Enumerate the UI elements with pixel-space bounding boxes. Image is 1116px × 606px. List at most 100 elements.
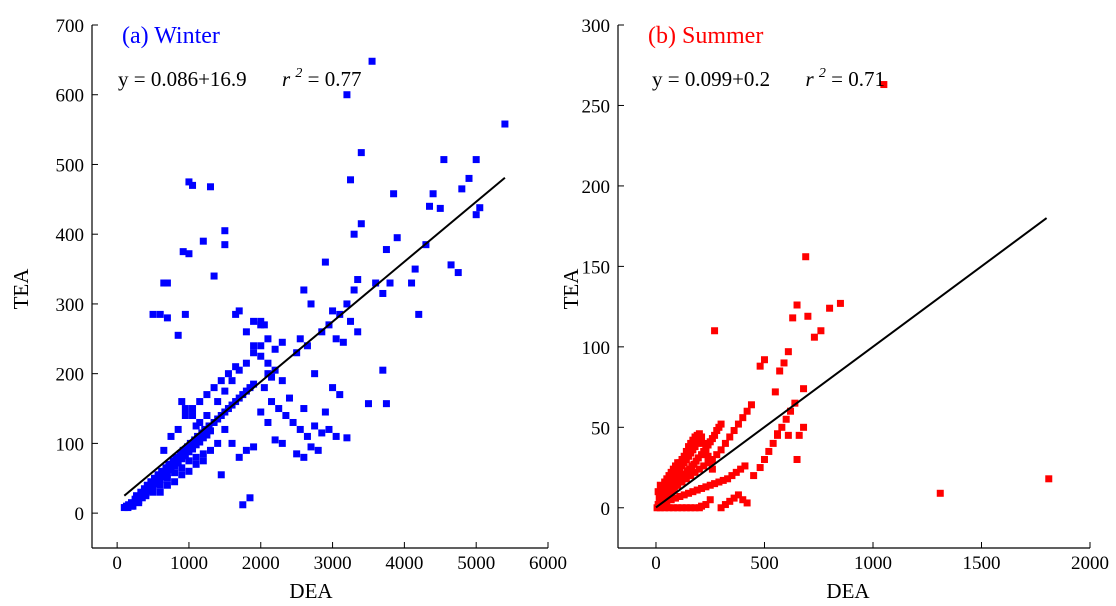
winter-data-point bbox=[379, 366, 387, 374]
summer-r2-symbol: r bbox=[805, 67, 814, 91]
winter-data-point bbox=[250, 380, 258, 388]
winter-data-point bbox=[289, 418, 297, 426]
winter-data-point bbox=[192, 460, 200, 468]
winter-y-tick-label: 300 bbox=[56, 295, 85, 316]
winter-data-point bbox=[350, 230, 358, 238]
summer-data-point bbox=[880, 81, 888, 89]
summer-r2-exponent: 2 bbox=[819, 66, 826, 81]
summer-fit-line bbox=[655, 217, 1048, 509]
summer-data-point bbox=[706, 496, 714, 504]
winter-r2-symbol: r bbox=[282, 67, 291, 91]
winter-data-point bbox=[246, 384, 254, 392]
winter-data-point bbox=[343, 434, 351, 442]
winter-data-point bbox=[285, 394, 293, 402]
winter-data-point bbox=[260, 384, 268, 392]
winter-data-point bbox=[386, 279, 394, 287]
winter-data-point bbox=[127, 502, 135, 510]
winter-data-point bbox=[264, 335, 272, 343]
summer-data-point bbox=[734, 420, 742, 428]
summer-y-tick-label: 250 bbox=[582, 96, 611, 117]
summer-points bbox=[653, 81, 1053, 512]
winter-data-point bbox=[429, 190, 437, 198]
winter-data-point bbox=[194, 432, 202, 440]
winter-data-point bbox=[415, 310, 423, 318]
summer-data-point bbox=[657, 491, 665, 499]
winter-data-point bbox=[171, 462, 179, 470]
summer-data-point bbox=[711, 480, 719, 488]
winter-data-point bbox=[390, 190, 398, 198]
winter-data-point bbox=[436, 204, 444, 212]
summer-data-point bbox=[702, 483, 710, 491]
summer-data-point bbox=[771, 388, 779, 396]
winter-data-point bbox=[210, 384, 218, 392]
winter-data-point bbox=[318, 429, 326, 437]
winter-data-point bbox=[192, 441, 200, 449]
winter-data-point bbox=[447, 261, 455, 269]
summer-data-point bbox=[660, 496, 668, 504]
summer-data-point bbox=[795, 431, 803, 439]
summer-data-point bbox=[728, 472, 736, 480]
summer-data-point bbox=[747, 401, 755, 409]
summer-data-point bbox=[778, 423, 786, 431]
winter-data-point bbox=[178, 464, 186, 472]
winter-data-point bbox=[264, 418, 272, 426]
winter-data-point bbox=[149, 488, 157, 496]
winter-data-point bbox=[257, 352, 265, 360]
winter-data-point bbox=[192, 422, 200, 430]
winter-data-point bbox=[160, 473, 168, 481]
winter-data-point bbox=[149, 483, 157, 491]
summer-data-point bbox=[760, 356, 768, 364]
winter-data-point bbox=[221, 227, 229, 235]
winter-data-point bbox=[476, 204, 484, 212]
winter-data-point bbox=[163, 469, 171, 477]
winter-data-point bbox=[167, 432, 175, 440]
winter-data-point bbox=[307, 300, 315, 308]
winter-data-point bbox=[311, 370, 319, 378]
summer-data-point bbox=[717, 504, 725, 512]
winter-y-ticks: 0 100 200 300 400 500 600 700 bbox=[56, 16, 98, 525]
winter-data-point bbox=[160, 446, 168, 454]
summer-x-tick-label: 0 bbox=[651, 553, 661, 574]
winter-data-point bbox=[350, 286, 358, 294]
summer-data-point bbox=[743, 499, 751, 507]
summer-x-label: DEA bbox=[826, 579, 870, 603]
winter-data-point bbox=[325, 425, 333, 433]
winter-data-point bbox=[368, 57, 376, 65]
summer-data-point bbox=[700, 462, 708, 470]
winter-data-point bbox=[153, 480, 161, 488]
winter-fit-line bbox=[123, 176, 506, 497]
winter-data-point bbox=[145, 487, 153, 495]
winter-data-point bbox=[189, 412, 197, 420]
winter-data-point bbox=[250, 342, 258, 350]
summer-data-point bbox=[780, 359, 788, 367]
summer-title: (b) Summer bbox=[648, 23, 763, 49]
winter-data-point bbox=[217, 471, 225, 479]
summer-data-point bbox=[724, 475, 732, 483]
winter-data-point bbox=[242, 446, 250, 454]
summer-data-point bbox=[674, 481, 682, 489]
summer-data-point bbox=[719, 476, 727, 484]
summer-data-point bbox=[750, 472, 758, 480]
winter-data-point bbox=[221, 387, 229, 395]
summer-data-point bbox=[739, 414, 747, 422]
winter-data-point bbox=[133, 492, 141, 500]
winter-data-point bbox=[354, 328, 362, 336]
winter-data-point bbox=[214, 439, 222, 447]
winter-data-point bbox=[210, 272, 218, 280]
winter-equation: y = 0.086+16.9 r 2 = 0.77 bbox=[118, 58, 361, 91]
winter-x-tick-label: 2000 bbox=[242, 553, 280, 574]
winter-data-point bbox=[165, 460, 173, 468]
summer-data-point bbox=[674, 504, 682, 512]
summer-data-point bbox=[804, 312, 812, 320]
winter-y-tick-label: 200 bbox=[56, 365, 85, 386]
winter-data-point bbox=[156, 310, 164, 318]
winter-data-point bbox=[185, 448, 193, 456]
winter-data-point bbox=[372, 279, 380, 287]
summer-data-point bbox=[810, 333, 818, 341]
winter-r2-value: = 0.77 bbox=[308, 67, 362, 91]
summer-data-point bbox=[717, 420, 725, 428]
winter-panel: 0 1000 2000 3000 4000 5000 6000 0 100 200 300 400 5… bbox=[9, 16, 567, 603]
winter-data-point bbox=[217, 377, 225, 385]
summer-data-point bbox=[826, 304, 834, 312]
winter-y-tick-label: 700 bbox=[56, 16, 85, 37]
